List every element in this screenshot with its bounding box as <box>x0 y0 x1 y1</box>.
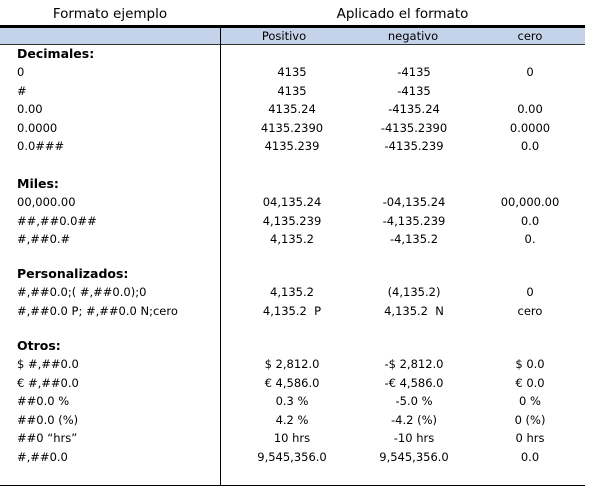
positive-cell: 4135.2390 <box>260 120 324 135</box>
table-row: #,##0.0 9,545,356.0 9,545,356.0 0.0 <box>0 448 585 466</box>
column-header-negativo: negativo <box>387 29 439 43</box>
column-header-cero: cero <box>517 29 543 43</box>
column-header-positivo: Positivo <box>261 29 307 43</box>
negative-cell: -$ 2,812.0 <box>384 357 444 371</box>
negative-cell: -€ 4,586.0 <box>384 375 444 390</box>
positive-cell: 4135.239 <box>264 139 320 153</box>
zero-cell: 0.0 <box>520 139 540 153</box>
positive-cell: 4.2 % <box>275 412 309 427</box>
positive-cell: 4,135.2 P <box>262 303 322 318</box>
negative-cell: -4135.24 <box>388 102 440 116</box>
negative-cell: -4135.2390 <box>380 120 448 135</box>
zero-cell: 0.0 <box>520 449 540 464</box>
zero-cell: 0 <box>526 285 534 299</box>
table-row: 0.0000 4135.2390 -4135.2390 0.0000 <box>0 119 585 137</box>
negative-cell: -10 hrs <box>393 431 435 445</box>
table-row: #,##0.0 P; #,##0.0 N;cero 4,135.2 P 4,135.… <box>0 302 585 320</box>
positive-cell: 4,135.2 <box>270 232 314 246</box>
zero-cell: cero <box>517 303 543 318</box>
negative-cell: -4135 <box>397 83 431 98</box>
positive-cell: 4135.24 <box>268 102 316 116</box>
negative-cell: -5.0 % <box>395 394 433 408</box>
negative-cell: (4,135.2) <box>387 285 441 299</box>
zero-cell: 0 % <box>519 394 541 408</box>
table-row: 0.0### 4135.239 -4135.239 0.0 <box>0 137 585 155</box>
table-row: $ #,##0.0 $ 2,812.0 -$ 2,812.0 $ 0.0 <box>0 355 585 373</box>
negative-cell: 9,545,356.0 <box>379 449 449 464</box>
column-divider <box>220 25 221 486</box>
format-cell: 0.00 <box>17 102 43 116</box>
format-cell: 0 <box>17 65 25 79</box>
positive-cell: 4,135.239 <box>262 213 322 228</box>
format-cell: #,##0.0 P; #,##0.0 N;cero <box>17 303 178 318</box>
format-cell: $ #,##0.0 <box>17 357 79 371</box>
negative-cell: -4.2 (%) <box>391 412 437 427</box>
table-row: ##0.0 % 0.3 % -5.0 % 0 % <box>0 392 585 410</box>
table-bottom-rule <box>0 485 585 486</box>
positive-cell: 4,135.2 <box>270 285 314 299</box>
format-cell: 00,000.00 <box>17 195 76 209</box>
negative-cell: -4,135.239 <box>382 213 446 228</box>
format-cell: ##0 “hrs” <box>17 431 78 445</box>
section-heading: Decimales: <box>17 46 95 61</box>
zero-cell: 0.0 <box>520 213 540 228</box>
format-cell: #,##0.0;( #,##0.0);0 <box>17 285 147 299</box>
column-subheader: Positivo negativo cero <box>0 28 585 44</box>
positive-cell: 10 hrs <box>273 431 311 445</box>
table-row: #4135 -4135 <box>0 82 585 100</box>
zero-cell: 0 (%) <box>514 412 546 427</box>
table-row: #,##0.0;( #,##0.0);0 4,135.2 (4,135.2) 0 <box>0 283 585 301</box>
section-heading: Personalizados: <box>17 266 129 281</box>
positive-cell: 0.3 % <box>275 394 309 408</box>
format-cell: 0.0### <box>17 139 65 153</box>
zero-cell: 0.0000 <box>509 120 551 135</box>
section-heading: Miles: <box>17 176 59 191</box>
negative-cell: -04,135.24 <box>382 195 446 209</box>
zero-cell: 0 <box>526 65 534 79</box>
table-row: 0 4135 -4135 0 <box>0 63 585 81</box>
zero-cell: 00,000.00 <box>500 195 560 209</box>
header-left-title: Formato ejemplo <box>52 6 168 22</box>
zero-cell: € 0.0 <box>515 375 545 390</box>
table-row: ##0 “hrs” 10 hrs -10 hrs 0 hrs <box>0 429 585 447</box>
negative-cell: -4135 <box>397 65 431 79</box>
zero-cell: 0. <box>524 232 536 246</box>
header-top-rule <box>0 25 585 28</box>
header-right-title: Aplicado el formato <box>336 6 469 22</box>
section-heading: Otros: <box>17 338 61 353</box>
format-cell: ##0.0 (%) <box>17 412 79 427</box>
format-cell: ##,##0.0## <box>17 213 97 228</box>
negative-cell: -4135.239 <box>384 139 444 153</box>
table-row: #,##0.# 4,135.2 -4,135.2 0. <box>0 230 585 248</box>
positive-cell: 04,135.24 <box>262 195 322 209</box>
format-cell: ##0.0 % <box>17 394 70 408</box>
zero-cell: 0.00 <box>517 102 543 116</box>
table-row: € #,##0.0 € 4,586.0 -€ 4,586.0 € 0.0 <box>0 374 585 392</box>
table-row: ##0.0 (%) 4.2 % -4.2 (%) 0 (%) <box>0 411 585 429</box>
zero-cell: 0 hrs <box>515 431 545 445</box>
format-cell: #,##0.0 <box>17 449 68 464</box>
subheader-rule <box>0 44 585 45</box>
format-cell: 0.0000 <box>17 120 58 135</box>
positive-cell: € 4,586.0 <box>264 375 320 390</box>
positive-cell: $ 2,812.0 <box>264 357 320 371</box>
zero-cell: $ 0.0 <box>515 357 545 371</box>
negative-cell: -4,135.2 <box>389 232 439 246</box>
table-row: 0.00 4135.24 -4135.24 0.00 <box>0 100 585 118</box>
table-row: ##,##0.0## 4,135.239 -4,135.239 0.0 <box>0 212 585 230</box>
format-cell: # <box>17 83 27 98</box>
format-cell: € #,##0.0 <box>17 375 79 390</box>
table-row: 00,000.00 04,135.24 -04,135.24 00,000.00 <box>0 193 585 211</box>
negative-cell: 4,135.2 N <box>384 303 444 318</box>
positive-cell: 4135 <box>277 65 307 79</box>
positive-cell: 9,545,356.0 <box>257 449 327 464</box>
format-cell: #,##0.# <box>17 232 71 246</box>
positive-cell: 4135 <box>277 83 307 98</box>
